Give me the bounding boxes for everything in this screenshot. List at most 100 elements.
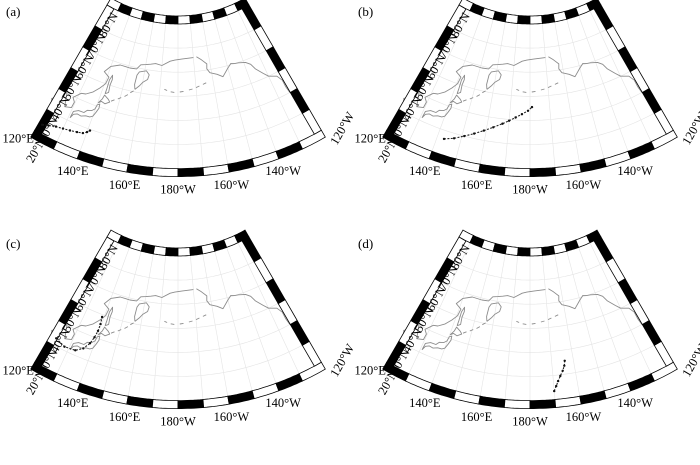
map-frame-segment	[165, 15, 179, 25]
parallel-gridline	[422, 67, 638, 97]
longitude-tick-label: 120°E	[355, 131, 387, 145]
map-frame-segment	[529, 167, 557, 177]
coastline	[164, 88, 168, 91]
map-frame-segment	[529, 15, 543, 25]
map-frame-segment	[177, 167, 205, 177]
coastline	[110, 99, 115, 102]
longitude-tick-label: 160°E	[109, 178, 141, 192]
map-frame-segment	[277, 67, 298, 94]
map-frame-segment	[301, 340, 322, 367]
coastline	[170, 323, 175, 325]
map-frame-segment	[641, 319, 662, 346]
latitude-tick-label: 80°N	[96, 242, 121, 272]
longitude-tick-label: 180°W	[160, 183, 196, 197]
parallel-gridline	[94, 25, 262, 49]
coastline	[104, 74, 114, 95]
map-frame-segment	[593, 4, 614, 31]
storm-track-point	[507, 119, 511, 122]
parallel-gridline	[70, 299, 286, 329]
longitude-tick-label: 140°E	[409, 396, 441, 410]
coastline	[124, 94, 129, 97]
storm-track-point	[63, 345, 66, 348]
map-frame-segment	[52, 373, 81, 392]
storm-track-point	[530, 105, 534, 109]
parallel-gridline	[446, 257, 614, 281]
coastline	[195, 85, 200, 89]
map-frame-segment	[529, 247, 543, 257]
storm-track-point	[75, 130, 79, 134]
longitude-tick-label: 140°W	[265, 396, 301, 410]
storm-track-point	[47, 124, 50, 127]
map-frame-segment	[478, 163, 506, 176]
coastline	[547, 85, 552, 89]
map-frame-segment	[140, 10, 156, 23]
panel-label: (a)	[6, 4, 20, 19]
coastline	[516, 88, 520, 91]
coastline	[462, 99, 467, 102]
map-frame-segment	[128, 7, 144, 20]
map-frame-segment	[152, 245, 167, 256]
map-frame-segment	[265, 46, 286, 73]
coastline	[202, 314, 207, 317]
coastline	[124, 326, 129, 329]
map-frame-segment	[653, 340, 674, 367]
coastline	[134, 70, 150, 90]
map-frame-segment	[227, 158, 255, 173]
coastline	[540, 88, 545, 91]
parallel-gridline	[446, 25, 614, 49]
map-frame-segment	[627, 141, 656, 160]
map-frame-segment	[404, 141, 433, 160]
map-frame-segment	[627, 373, 656, 392]
latitude-tick-label: 80°N	[96, 10, 121, 40]
panel-label: (c)	[6, 236, 20, 251]
map-frame-segment	[152, 13, 167, 24]
map-frame-segment	[189, 245, 204, 256]
longitude-tick-label: 120°W	[327, 109, 357, 147]
coastline	[531, 90, 536, 93]
map-frame-segment	[275, 373, 304, 392]
parallel-gridline	[434, 46, 626, 73]
map-frame-segment	[446, 4, 467, 31]
coastline	[117, 329, 122, 332]
longitude-tick-label: 120°W	[679, 341, 700, 379]
map-frame-segment	[480, 239, 496, 252]
parallel-gridline	[398, 341, 662, 377]
map-frame-segment	[492, 242, 508, 255]
longitude-tick-label: 120°E	[355, 363, 387, 377]
map-frame-segment	[101, 390, 129, 405]
longitude-tick-label: 180°W	[512, 415, 548, 429]
map-frame-segment	[593, 236, 614, 263]
map-frame-segment	[202, 395, 230, 408]
longitude-tick-label: 140°E	[57, 164, 89, 178]
coastline	[117, 97, 122, 100]
storm-track-point	[559, 374, 562, 378]
storm-track-point	[96, 329, 100, 333]
storm-track-point	[40, 123, 44, 126]
map-frame-segment	[554, 395, 582, 408]
map-frame-segment	[503, 167, 531, 177]
coastline	[516, 320, 520, 323]
panel-label: (b)	[358, 4, 373, 19]
map-frame-segment	[298, 361, 326, 382]
map-frame-segment	[629, 299, 650, 326]
longitude-tick-label: 140°W	[617, 164, 653, 178]
map-frame-segment	[579, 158, 607, 173]
storm-track-point	[74, 349, 77, 352]
coastline	[97, 94, 111, 105]
coastline	[456, 74, 466, 95]
coastline	[482, 90, 486, 94]
coastline	[134, 302, 150, 322]
coastline	[476, 326, 481, 329]
map-frame-segment	[177, 247, 191, 257]
map-frame-segment	[277, 299, 298, 326]
storm-track-point	[442, 137, 446, 141]
coastline	[164, 320, 168, 323]
parallel-gridline	[422, 299, 638, 329]
map-frame-segment	[541, 245, 556, 256]
parallel-gridline	[46, 341, 310, 377]
coastline	[110, 331, 115, 334]
map-frame-segment	[617, 46, 638, 73]
coastline	[548, 56, 643, 93]
coastline	[188, 88, 193, 91]
map-frame-segment	[94, 236, 115, 263]
